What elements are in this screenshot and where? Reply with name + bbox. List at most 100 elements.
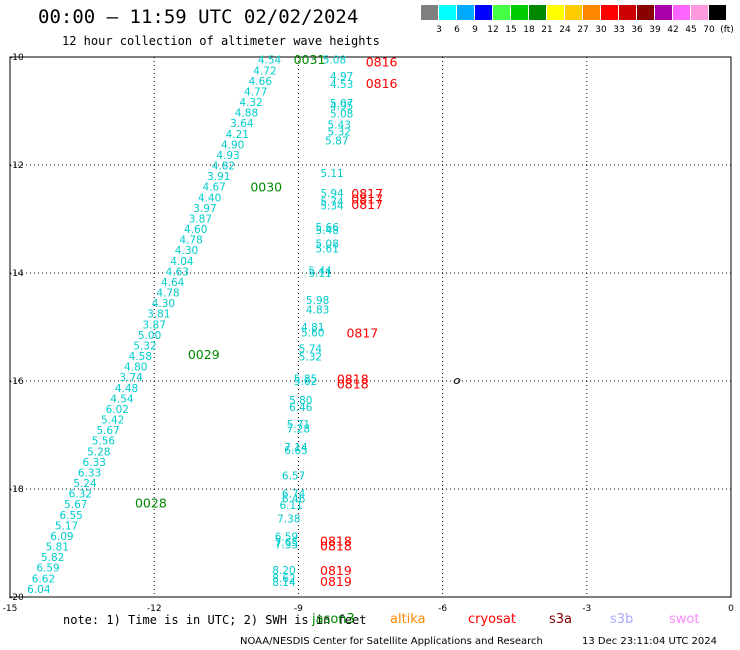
satellite-label-cryosat: cryosat: [468, 612, 516, 627]
colorbar-label: 36: [631, 25, 643, 35]
time-label-track2: 0817: [346, 325, 378, 340]
data-label-track1: 4.32: [239, 97, 262, 109]
data-label-track2: 5.08: [323, 55, 346, 67]
satellite-label-s3a: s3a: [549, 612, 573, 627]
data-label-track2: 5.80: [289, 395, 312, 407]
colorbar-swatch: [709, 5, 726, 20]
data-label-track2: 7.35: [275, 540, 298, 552]
data-label-track2: 5.44: [308, 265, 332, 277]
data-label-track1: 5.17: [55, 520, 78, 532]
data-label-track1: 3.87: [189, 213, 212, 225]
data-label-track1: 4.66: [249, 76, 273, 88]
data-label-track2: 5.08: [330, 109, 353, 121]
data-label-track1: 4.21: [226, 129, 249, 141]
data-label-track1: 6.55: [59, 510, 82, 522]
data-label-track2: 6.59: [275, 532, 298, 544]
data-label-track2: 6.65: [284, 445, 307, 457]
time-label-track2: 0818: [320, 533, 352, 548]
data-label-track1: 3.64: [230, 118, 254, 130]
data-label-track1: 6.59: [36, 563, 59, 575]
y-tick-label: -18: [9, 485, 24, 495]
chart-title: 00:00 – 11:59 UTC 02/02/2024: [38, 6, 359, 28]
data-label-track2: 4.97: [330, 71, 353, 83]
colorbar-swatch: [637, 5, 654, 20]
x-tick-label: -12: [147, 604, 162, 614]
satellite-label-jason3: jason3: [312, 612, 355, 627]
data-label-track2: 5.08: [316, 238, 339, 250]
data-label-track1: 5.28: [87, 446, 110, 458]
data-label-track2: 8.62: [272, 573, 295, 585]
colorbar-swatch: [691, 5, 708, 20]
data-label-track2: 5.11: [308, 268, 331, 280]
data-label-track2: 5.74: [320, 197, 344, 209]
data-label-track1: 3.74: [119, 372, 143, 384]
x-tick-label: -15: [3, 604, 18, 614]
data-label-track1: 4.40: [198, 192, 221, 204]
data-label-track1: 5.32: [133, 340, 156, 352]
data-label-track2: 4.95: [330, 101, 353, 113]
time-label-track1: 0031: [294, 52, 326, 67]
time-label-track1: 0030: [250, 180, 282, 195]
footnote: note: 1) Time is in UTC; 2) SWH is in fe…: [63, 613, 367, 627]
data-label-track2: 8.14: [272, 577, 296, 589]
data-label-track1: 6.09: [50, 531, 73, 543]
data-label-track2: 6.74: [282, 488, 306, 500]
data-label-track1: 6.32: [69, 489, 92, 501]
colorbar-swatch: [583, 5, 600, 20]
data-label-track1: 4.60: [184, 224, 207, 236]
colorbar-label: 39: [649, 25, 661, 35]
data-label-track1: 5.00: [138, 330, 161, 342]
data-label-track1: 6.02: [106, 404, 129, 416]
time-label-track2: 0816: [366, 54, 398, 69]
data-label-track2: 7.28: [287, 424, 310, 436]
data-label-track1: 3.81: [147, 309, 170, 321]
colorbar-label: 21: [541, 25, 553, 35]
data-label-track1: 6.33: [78, 467, 101, 479]
data-label-track1: 4.72: [253, 65, 276, 77]
colorbar-label: 33: [613, 25, 625, 35]
data-label-track1: 5.56: [92, 436, 116, 448]
data-label-track2: 5.87: [325, 136, 348, 148]
y-tick-label: -16: [9, 377, 24, 387]
data-label-track1: 4.04: [170, 256, 194, 268]
data-label-track1: 3.97: [193, 203, 216, 215]
time-label-track2: 0818: [320, 539, 352, 554]
colorbar-swatch: [547, 5, 564, 20]
data-label-track2: 5.11: [320, 168, 343, 180]
colorbar-label: 30: [595, 25, 607, 35]
colorbar-label: 27: [577, 25, 589, 35]
time-label-track2: 0819: [320, 563, 352, 578]
colorbar-label: 18: [523, 25, 535, 35]
data-label-track1: 5.42: [101, 415, 124, 427]
data-label-track2: 4.83: [306, 305, 329, 317]
data-label-track1: 4.77: [244, 86, 267, 98]
data-label-track1: 4.54: [258, 55, 282, 67]
time-label-track2: 0817: [351, 197, 383, 212]
data-label-track1: 3.91: [207, 171, 230, 183]
data-label-track2: 6.57: [282, 471, 305, 483]
data-label-track1: 4.64: [161, 277, 185, 289]
data-label-track1: 6.33: [83, 457, 106, 469]
time-label-track2: 0818: [337, 377, 369, 392]
time-label-track2: 0817: [351, 191, 383, 206]
data-label-track2: 6.11: [279, 500, 302, 512]
data-label-track2: 7.38: [277, 514, 300, 526]
y-tick-label: -20: [9, 593, 24, 603]
data-label-track2: 5.71: [287, 419, 310, 431]
data-label-track2: 5.94: [320, 188, 344, 200]
data-label-track2: 6.46: [282, 494, 306, 506]
data-label-track2: 5.34: [320, 201, 344, 213]
timestamp: 13 Dec 23:11:04 UTC 2024: [582, 636, 717, 647]
time-label-track2: 0817: [351, 186, 383, 201]
data-label-track2: 6.46: [289, 402, 313, 414]
colorbar-label: 3: [436, 25, 442, 35]
data-label-track2: 5.98: [306, 295, 329, 307]
data-label-track2: 7.14: [284, 442, 308, 454]
y-tick-label: -10: [9, 53, 24, 63]
data-label-track1: 4.88: [235, 108, 258, 120]
data-label-track2: 5.32: [299, 352, 322, 364]
colorbar-label: 45: [685, 25, 697, 35]
data-label-track2: 5.07: [330, 98, 353, 110]
data-label-track2: 5.61: [316, 244, 339, 256]
data-label-track1: 5.67: [64, 499, 87, 511]
